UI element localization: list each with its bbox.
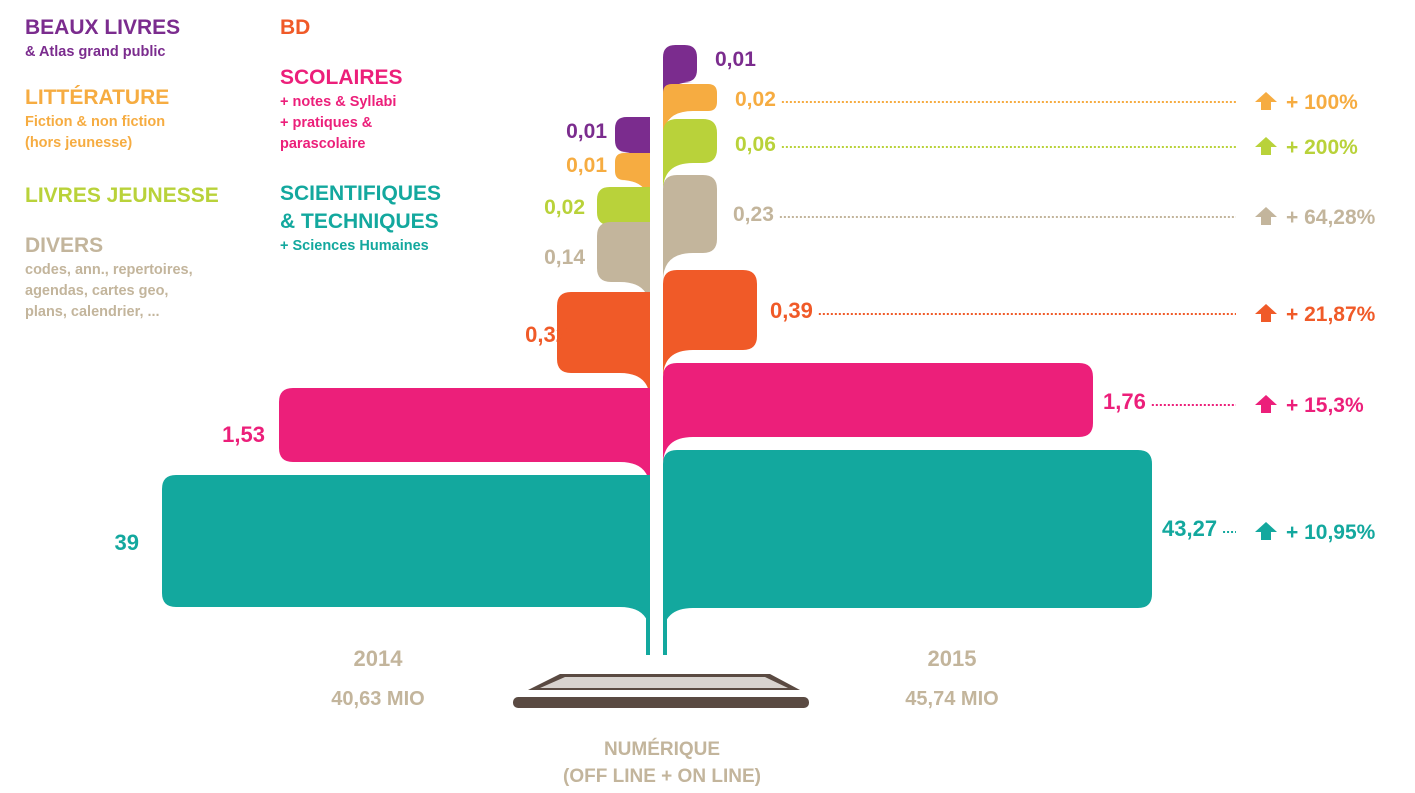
footer-label: (OFF LINE + ON LINE) — [563, 766, 761, 787]
change-label: + 100% — [1286, 91, 1358, 114]
change-label: + 10,95% — [1286, 521, 1376, 544]
leaf-2014 — [615, 117, 650, 180]
value-2014: 0,14 — [544, 246, 585, 269]
legend-title: SCOLAIRES — [280, 66, 403, 89]
value-2015: 0,39 — [770, 298, 813, 323]
stem — [640, 607, 650, 655]
value-2014: 1,53 — [222, 422, 265, 447]
legend-title: SCIENTIFIQUES — [280, 182, 441, 205]
legend-title: LITTÉRATURE — [25, 86, 169, 109]
value-2014: 0,02 — [544, 196, 585, 219]
legend-detail: + Sciences Humaines — [280, 238, 429, 254]
value-2014: 0,32 — [525, 322, 568, 347]
legend-detail: (hors jeunesse) — [25, 135, 132, 151]
up-arrow — [1255, 137, 1277, 155]
legend-detail: plans, calendrier, ... — [25, 304, 160, 320]
up-arrow — [1255, 522, 1277, 540]
up-arrow — [1255, 304, 1277, 322]
value-2015: 0,01 — [715, 48, 756, 71]
stem — [663, 608, 673, 655]
leaf-2015 — [663, 119, 717, 191]
up-arrow — [1255, 92, 1277, 110]
leaf-2014 — [557, 292, 650, 401]
tablet — [513, 674, 809, 708]
leaf-2014 — [162, 475, 650, 635]
value-2015: 0,06 — [735, 133, 776, 156]
leaf-2015 — [663, 363, 1093, 465]
change-label: + 200% — [1286, 136, 1358, 159]
value-2014: 39 — [115, 530, 139, 555]
leaf-2015 — [663, 450, 1152, 636]
leaf-2015 — [663, 175, 717, 281]
leaf-2014 — [615, 153, 650, 208]
year-total: 45,74 MIO — [905, 688, 998, 710]
leaf-2014 — [597, 222, 650, 310]
legend-detail: agendas, cartes geo, — [25, 283, 168, 299]
legend-title: LIVRES JEUNESSE — [25, 184, 219, 207]
legend-title: & TECHNIQUES — [280, 210, 439, 233]
legend-detail: parascolaire — [280, 136, 365, 152]
value-2015: 1,76 — [1103, 389, 1146, 414]
legend-detail: + notes & Syllabi — [280, 94, 396, 110]
change-label: + 64,28% — [1286, 206, 1376, 229]
year-label: 2015 — [928, 646, 977, 671]
value-2015: 43,27 — [1162, 516, 1217, 541]
change-label: + 21,87% — [1286, 303, 1376, 326]
legend-title: BD — [280, 16, 310, 39]
value-2015: 0,23 — [733, 203, 774, 226]
year-total: 40,63 MIO — [331, 688, 424, 710]
up-arrow — [1255, 395, 1277, 413]
legend-title: DIVERS — [25, 234, 103, 257]
leaf-2015 — [663, 45, 697, 110]
legend-detail: & Atlas grand public — [25, 44, 165, 60]
legend-title: BEAUX LIVRES — [25, 16, 180, 39]
legend-detail: + pratiques & — [280, 115, 373, 131]
leaf-2015 — [663, 84, 717, 139]
leaf-2015 — [663, 270, 757, 378]
leaf-2014 — [597, 187, 650, 253]
change-label: + 15,3% — [1286, 394, 1364, 417]
value-2015: 0,02 — [735, 88, 776, 111]
leaf-2014 — [279, 388, 650, 490]
up-arrow — [1255, 207, 1277, 225]
year-label: 2014 — [354, 646, 404, 671]
legend-detail: Fiction & non fiction — [25, 114, 165, 130]
value-2014: 0,01 — [566, 120, 607, 143]
value-2014: 0,01 — [566, 154, 607, 177]
legend-detail: codes, ann., repertoires, — [25, 262, 193, 278]
footer-label: NUMÉRIQUE — [604, 738, 720, 760]
